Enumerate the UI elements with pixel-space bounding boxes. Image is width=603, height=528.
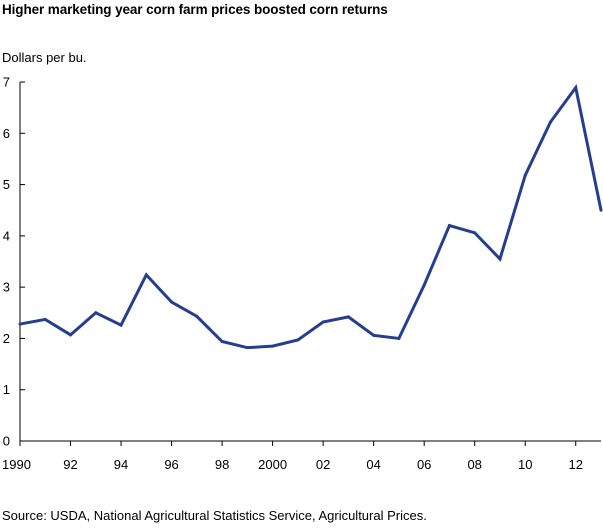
data-point bbox=[548, 120, 552, 124]
data-point bbox=[346, 315, 350, 319]
data-point bbox=[296, 338, 300, 342]
y-tick-label: 2 bbox=[3, 331, 10, 346]
data-point bbox=[144, 273, 148, 277]
x-tick-label: 94 bbox=[114, 457, 128, 472]
data-point bbox=[271, 344, 275, 348]
data-point bbox=[321, 320, 325, 324]
data-point bbox=[195, 314, 199, 318]
data-point bbox=[397, 336, 401, 340]
data-point bbox=[574, 86, 578, 90]
x-tick-label: 02 bbox=[316, 457, 330, 472]
x-tick-label: 92 bbox=[63, 457, 77, 472]
data-point bbox=[599, 208, 603, 212]
data-point bbox=[372, 333, 376, 337]
x-tick-label: 08 bbox=[467, 457, 481, 472]
data-point bbox=[422, 283, 426, 287]
data-point bbox=[69, 333, 73, 337]
data-point bbox=[43, 317, 47, 321]
y-tick-label: 5 bbox=[3, 177, 10, 192]
data-point bbox=[94, 311, 98, 315]
y-tick-label: 7 bbox=[3, 75, 10, 90]
y-tick-label: 0 bbox=[3, 434, 10, 449]
x-tick-label: 2000 bbox=[258, 457, 287, 472]
x-tick-label: 96 bbox=[164, 457, 178, 472]
chart-title: Higher marketing year corn farm prices b… bbox=[2, 2, 388, 17]
data-point bbox=[245, 346, 249, 350]
x-tick-label: 12 bbox=[569, 457, 583, 472]
data-point bbox=[498, 257, 502, 261]
x-tick-label: 04 bbox=[366, 457, 380, 472]
data-point bbox=[170, 300, 174, 304]
source-note: Source: USDA, National Agricultural Stat… bbox=[2, 508, 427, 523]
x-tick-label: 98 bbox=[215, 457, 229, 472]
data-point bbox=[119, 323, 123, 327]
x-tick-label: 1990 bbox=[2, 457, 31, 472]
x-axis-ticks: 1990 92 94 96 98 2000 02 04 06 08 10 12 bbox=[2, 441, 583, 472]
y-axis-ticks: 0 1 2 3 4 5 6 7 bbox=[3, 75, 25, 449]
y-tick-label: 1 bbox=[3, 382, 10, 397]
y-axis-label: Dollars per bu. bbox=[2, 50, 87, 65]
x-tick-label: 06 bbox=[417, 457, 431, 472]
data-point bbox=[473, 231, 477, 235]
series-line bbox=[19, 84, 603, 350]
y-tick-label: 4 bbox=[3, 228, 10, 243]
x-tick-label: 10 bbox=[518, 457, 532, 472]
data-point bbox=[220, 340, 224, 344]
series-layer bbox=[18, 84, 603, 350]
data-point bbox=[18, 322, 22, 326]
data-point bbox=[523, 173, 527, 177]
y-tick-label: 3 bbox=[3, 280, 10, 295]
data-point bbox=[447, 224, 451, 228]
y-tick-label: 6 bbox=[3, 126, 10, 141]
